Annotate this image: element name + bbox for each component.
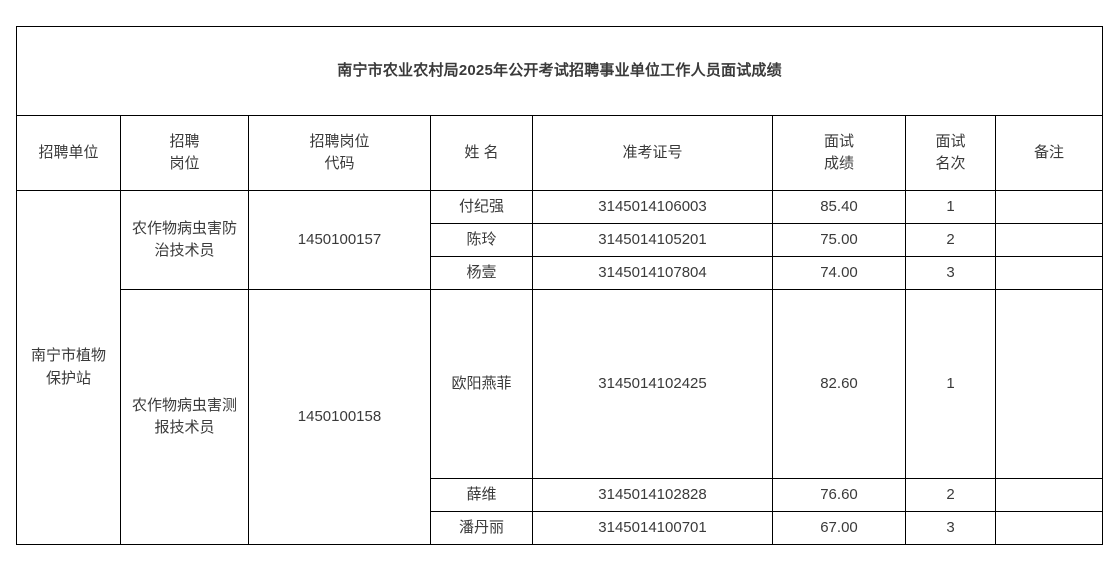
cell-post-code-group-2: 1450100158: [248, 289, 431, 545]
cell-remark: [994, 478, 1104, 512]
column-header-rank: 面试 名次: [905, 115, 996, 191]
cell-post-group-2: 农作物病虫害测 报技术员: [120, 289, 249, 545]
cell-post-group-1: 农作物病虫害防 治技术员: [120, 190, 249, 290]
cell-exam-number: 3145014100701: [532, 511, 773, 545]
cell-rank: 3: [905, 256, 996, 290]
cell-unit: 南宁市植物 保护站: [16, 190, 121, 545]
cell-remark: [994, 256, 1104, 290]
column-header-name: 姓 名: [430, 115, 533, 191]
cell-exam-number: 3145014105201: [532, 223, 773, 257]
cell-rank: 2: [905, 478, 996, 512]
table-row: 杨壹 3145014107804 74.00 3: [17, 256, 1104, 290]
cell-name: 陈玲: [430, 223, 533, 257]
table-row: 薛维 3145014102828 76.60 2: [17, 478, 1104, 512]
title-row: 南宁市农业农村局2025年公开考试招聘事业单位工作人员面试成绩: [15, 26, 1104, 116]
cell-exam-number: 3145014102828: [532, 478, 773, 512]
table-row: 南宁市植物 保护站 农作物病虫害防 治技术员 1450100157 付纪强 31…: [16, 190, 1104, 545]
cell-score: 74.00: [772, 256, 906, 290]
cell-name: 付纪强: [430, 190, 533, 224]
column-header-post: 招聘 岗位: [120, 115, 249, 191]
cell-rank: 2: [905, 223, 996, 257]
cell-name: 潘丹丽: [430, 511, 533, 545]
cell-remark: [994, 289, 1104, 479]
table-row: 潘丹丽 3145014100701 67.00 3: [17, 511, 1104, 545]
cell-remark: [994, 223, 1104, 257]
cell-score: 76.60: [772, 478, 906, 512]
cell-score: 75.00: [772, 223, 906, 257]
cell-rank: 1: [905, 289, 996, 479]
cell-exam-number: 3145014102425: [532, 289, 773, 479]
cell-remark: [994, 190, 1104, 224]
column-header-post-code: 招聘岗位 代码: [248, 115, 431, 191]
cell-score: 82.60: [772, 289, 906, 479]
column-header-remark: 备注: [994, 115, 1104, 191]
cell-post-code-group-1: 1450100157: [248, 190, 431, 290]
interview-score-table: 南宁市农业农村局2025年公开考试招聘事业单位工作人员面试成绩 招聘单位 招聘 …: [15, 26, 1104, 545]
column-header-score: 面试 成绩: [772, 115, 906, 191]
cell-score: 67.00: [772, 511, 906, 545]
page-title: 南宁市农业农村局2025年公开考试招聘事业单位工作人员面试成绩: [15, 26, 1104, 116]
table-row: 陈玲 3145014105201 75.00 2: [17, 223, 1104, 257]
table-row: 农作物病虫害测 报技术员 1450100158 欧阳燕菲 31450141024…: [17, 289, 1104, 545]
cell-exam-number: 3145014107804: [532, 256, 773, 290]
cell-name: 薛维: [430, 478, 533, 512]
cell-exam-number: 3145014106003: [532, 190, 773, 224]
cell-name: 杨壹: [430, 256, 533, 290]
cell-name: 欧阳燕菲: [430, 289, 533, 479]
cell-rank: 3: [905, 511, 996, 545]
column-header-unit: 招聘单位: [16, 115, 121, 191]
column-header-exam-number: 准考证号: [532, 115, 773, 191]
cell-remark: [994, 511, 1104, 545]
table-header-row: 招聘单位 招聘 岗位 招聘岗位 代码 姓 名 准考证号 面试 成绩 面试 名次 …: [16, 115, 1104, 191]
cell-rank: 1: [905, 190, 996, 224]
cell-score: 85.40: [772, 190, 906, 224]
